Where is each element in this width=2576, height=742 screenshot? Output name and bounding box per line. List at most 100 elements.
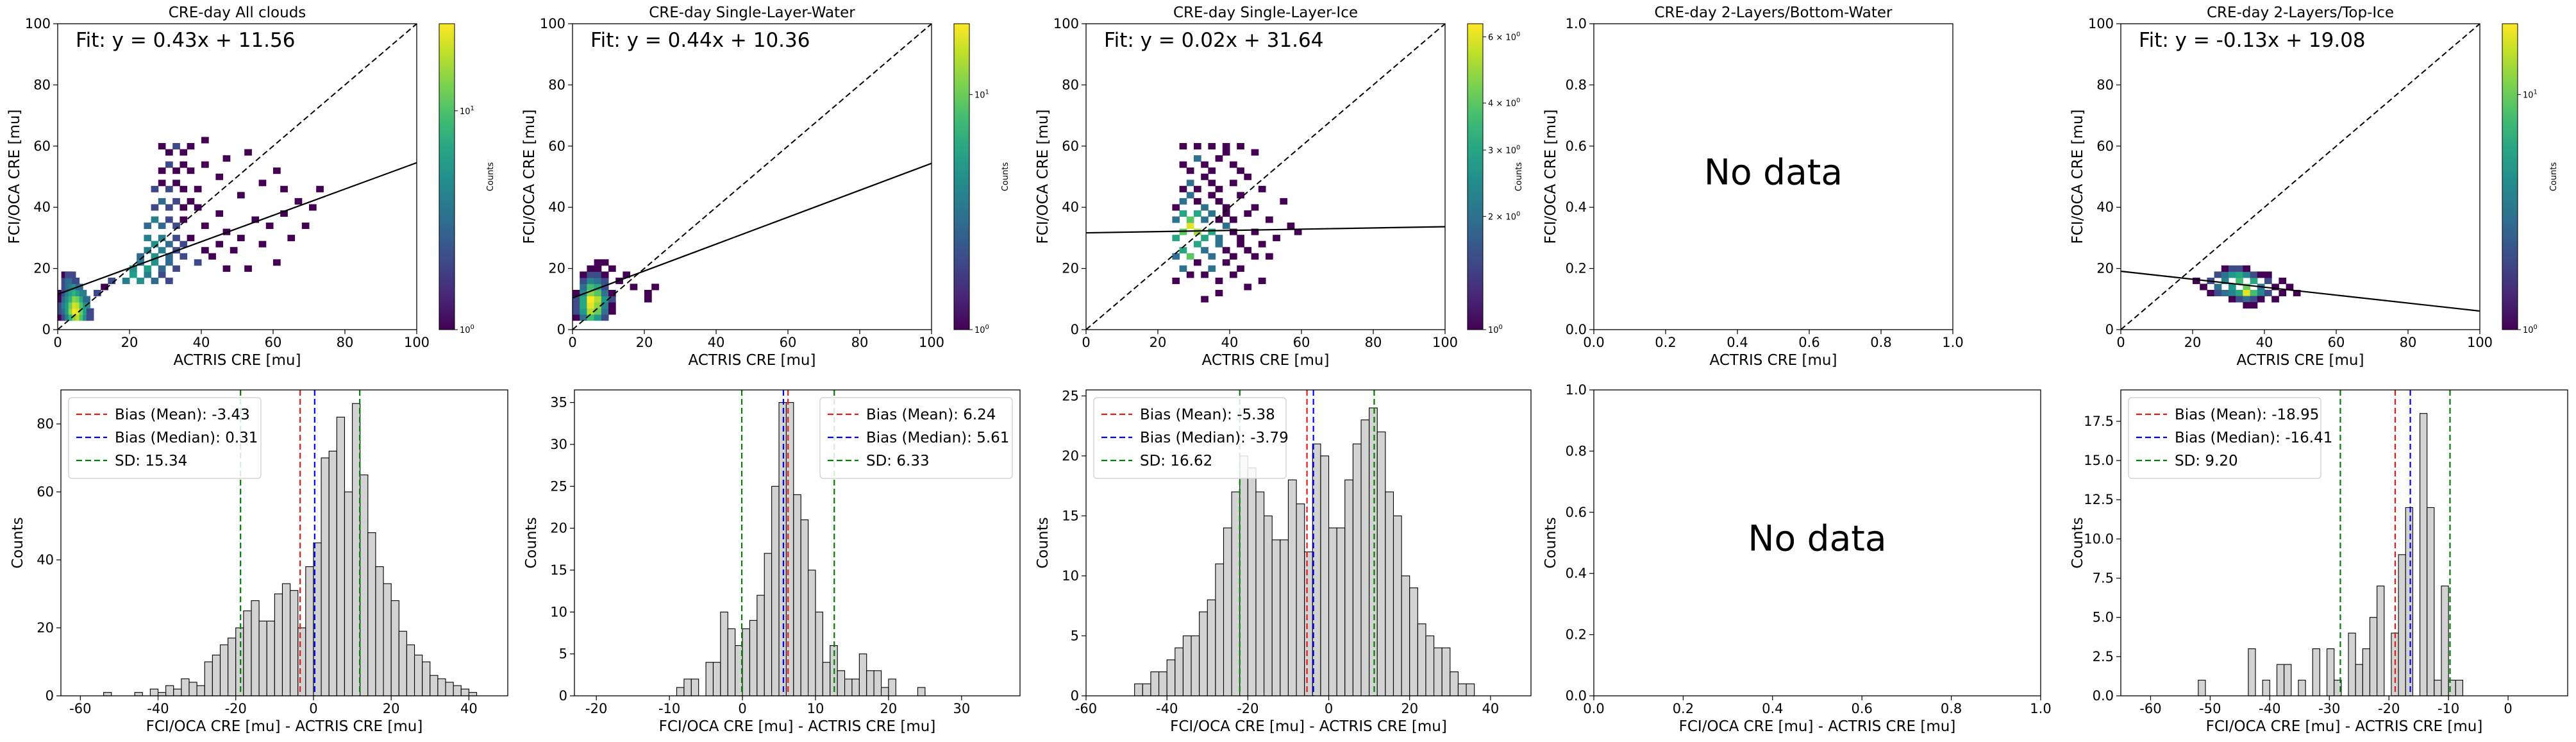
scatter-5-title: CRE-day 2-Layers/Top-Ice xyxy=(2207,4,2394,21)
hist-1-bar xyxy=(188,682,197,696)
hist-1-bar xyxy=(281,583,291,696)
hist-3-bar xyxy=(1336,527,1346,696)
hist-5-bar xyxy=(2369,617,2378,696)
hist-1-xtick-label: 20 xyxy=(383,701,400,716)
hist-1-ytick-label: 80 xyxy=(37,416,54,432)
scatter-3-bin xyxy=(1230,180,1237,187)
hist-1-bar xyxy=(243,610,252,696)
scatter-1-bin xyxy=(165,149,173,156)
scatter-4-ytick-label: 0.0 xyxy=(1566,322,1587,337)
hist-2-legend: Bias (Mean): 6.24 Bias (Median): 5.61 SD: … xyxy=(819,397,1013,479)
hist-2-bar xyxy=(690,679,699,696)
scatter-1-bin xyxy=(180,149,188,156)
scatter-3-fit-line xyxy=(1086,226,1445,234)
scatter-1-ytick-label: 40 xyxy=(33,199,51,215)
scatter-1-bin xyxy=(180,240,188,248)
hist-2-bar xyxy=(764,553,773,696)
scatter-2-bin xyxy=(594,283,602,291)
scatter-2-bin xyxy=(608,289,616,297)
scatter-1-colorbar-tick-label: 101 xyxy=(460,105,474,117)
hist-2-panel: Bias (Mean): 6.24 Bias (Median): 5.61 SD: … xyxy=(523,389,1021,735)
scatter-3-bin xyxy=(1194,228,1201,235)
hist-3-bar xyxy=(1287,479,1297,696)
scatter-3-bin xyxy=(1201,235,1209,242)
scatter-1-bin xyxy=(244,149,252,156)
hist-5-ytick-label: 12.5 xyxy=(2084,492,2114,507)
scatter-1-bin xyxy=(165,240,173,248)
scatter-1-bin xyxy=(230,247,238,254)
scatter-1-bin xyxy=(172,167,180,174)
scatter-1-ytick-label: 60 xyxy=(33,139,51,154)
hist-5-bar xyxy=(2348,632,2356,696)
scatter-1-bin xyxy=(273,259,281,266)
scatter-1-bin xyxy=(68,271,76,278)
scatter-5-bin xyxy=(2264,277,2272,284)
scatter-3-bin xyxy=(1230,271,1237,278)
scatter-3-bin xyxy=(1179,185,1187,192)
hist-1-bar xyxy=(344,491,353,696)
scatter-5-bin xyxy=(2214,271,2222,278)
scatter-5-bin xyxy=(2264,289,2272,297)
scatter-2-bin xyxy=(594,265,602,272)
scatter-1-bin xyxy=(237,192,245,199)
scatter-5-bin xyxy=(2257,271,2265,278)
scatter-1-bin xyxy=(86,314,94,321)
scatter-1-bin xyxy=(165,259,173,266)
scatter-1-bin xyxy=(187,167,195,174)
scatter-2-bin xyxy=(594,289,602,297)
hist-2-bar xyxy=(858,653,867,696)
scatter-5-frame xyxy=(2120,23,2480,330)
scatter-5-bin xyxy=(2221,289,2229,297)
scatter-1-bin xyxy=(158,180,166,187)
scatter-2-bin xyxy=(601,296,609,303)
hist-3-bar xyxy=(1328,527,1337,696)
hist-2-bar xyxy=(793,494,801,696)
scatter-1-fit-text: Fit: y = 0.43x + 11.56 xyxy=(76,29,295,52)
hist-3-bar xyxy=(1360,419,1370,696)
scatter-1-bin xyxy=(201,223,209,230)
scatter-3-identity-line xyxy=(1086,24,1445,330)
hist-1-bar xyxy=(360,474,369,696)
hist-2-bars xyxy=(676,390,926,696)
scatter-3-bin xyxy=(1237,167,1244,174)
hist-1-xtick-label: 40 xyxy=(460,701,478,716)
scatter-1-bin xyxy=(172,223,180,230)
hist-3-frame xyxy=(1085,389,1532,696)
hist-3-bar xyxy=(1344,479,1353,696)
scatter-2-bin xyxy=(644,296,652,303)
hist-5-bar xyxy=(2326,648,2335,696)
scatter-3-bin xyxy=(1237,240,1244,248)
scatter-5-bin xyxy=(2221,271,2229,278)
scatter-3-bin xyxy=(1258,185,1266,192)
hist-1-bar xyxy=(367,532,376,696)
hist-5-xtick-label: -10 xyxy=(2438,701,2459,716)
hist-3-bar xyxy=(1369,407,1378,696)
hist-3-bar xyxy=(1175,647,1183,696)
hist-2-ylabel: Counts xyxy=(523,517,540,568)
scatter-3-ytick-label: 40 xyxy=(1062,199,1079,215)
hist-4-xlabel: FCI/OCA CRE [mu] - ACTRIS CRE [mu] xyxy=(1679,718,1956,735)
hist-5-bar xyxy=(2355,664,2363,696)
scatter-3-bin xyxy=(1186,223,1194,230)
hist-3-bar xyxy=(1466,683,1475,696)
scatter-1-bin xyxy=(130,271,137,278)
hist-3-bar xyxy=(1255,491,1265,696)
scatter-3-bin xyxy=(1273,235,1280,242)
scatter-3-bin xyxy=(1194,240,1201,248)
scatter-2-bin xyxy=(580,277,587,284)
scatter-5-xtick-label: 40 xyxy=(2256,335,2273,350)
scatter-3-xtick-label: 80 xyxy=(1365,335,1382,350)
scatter-2-ytick-label: 0 xyxy=(557,322,565,337)
scatter-4-ytick-label: 0.8 xyxy=(1566,77,1587,92)
scatter-3-bin xyxy=(1222,223,1230,230)
scatter-2-bin xyxy=(601,308,609,315)
scatter-3-bin xyxy=(1258,240,1266,248)
scatter-1-ytick-label: 20 xyxy=(33,261,51,276)
hist-5-legend-label: Bias (Median): -16.41 xyxy=(2175,430,2332,446)
hist-3-bar xyxy=(1441,647,1451,696)
hist-1-bar xyxy=(165,685,174,696)
scatter-3-bin xyxy=(1179,161,1187,168)
scatter-1-identity-line xyxy=(58,24,417,330)
scatter-2-bin xyxy=(580,302,587,309)
